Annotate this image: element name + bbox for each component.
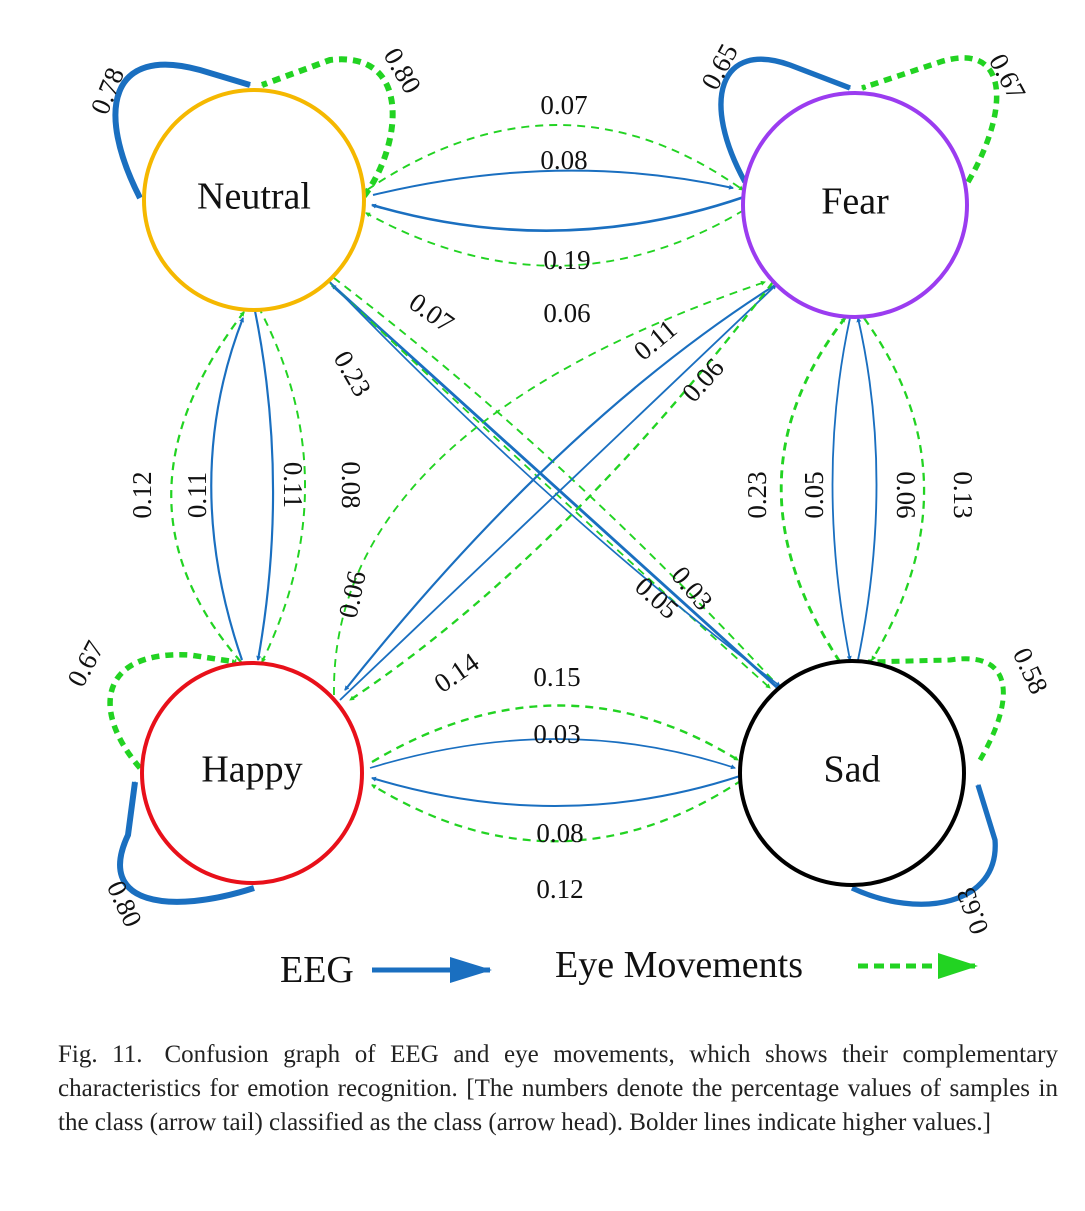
edge-label-eeg-neutral-to-neutral: 0.78 bbox=[85, 63, 131, 118]
edges-layer bbox=[107, 55, 1006, 907]
legend: EEG Eye Movements bbox=[280, 944, 978, 991]
edge-label-eye-fear-to-neutral: 0.06 bbox=[543, 298, 590, 328]
legend-eye-arrowhead bbox=[938, 953, 978, 979]
edge-eye-happy-to-sad bbox=[371, 704, 739, 764]
edge-eye-fear-to-fear bbox=[861, 55, 1000, 184]
edge-label-eeg-fear-to-neutral: 0.19 bbox=[543, 245, 590, 275]
edge-eye-sad-to-neutral bbox=[329, 274, 783, 691]
node-label-neutral: Neutral bbox=[197, 176, 311, 218]
edge-eye-fear-to-sad bbox=[863, 317, 926, 661]
edge-eeg-sad-to-happy bbox=[371, 775, 741, 807]
edge-eye-sad-to-happy bbox=[371, 779, 743, 843]
edge-label-eye-happy-to-neutral: 0.12 bbox=[127, 471, 157, 518]
edge-label-eye-neutral-to-neutral: 0.80 bbox=[378, 43, 428, 99]
edge-eye-fear-to-neutral bbox=[365, 209, 745, 267]
edge-eeg-sad-to-neutral bbox=[331, 283, 781, 692]
node-neutral bbox=[142, 88, 366, 312]
edge-label-eeg-neutral-to-happy: 0.11 bbox=[278, 462, 308, 508]
edge-label-eeg-sad-to-fear: 0.06 bbox=[891, 471, 921, 518]
edge-label-eeg-sad-to-happy: 0.11 bbox=[628, 314, 683, 367]
edge-label-eye-happy-to-happy: 0.67 bbox=[61, 636, 110, 692]
edge-eye-sad-to-happy bbox=[349, 281, 774, 701]
figure-caption: Fig. 11. Confusion graph of EEG and eye m… bbox=[58, 1038, 1058, 1140]
edge-eye-neutral-to-neutral bbox=[260, 56, 396, 198]
edge-eeg-sad-to-sad bbox=[850, 784, 998, 907]
edge-eye-neutral-to-fear bbox=[366, 124, 744, 191]
edge-label-eeg-happy-to-sad: 0.03 bbox=[533, 719, 580, 749]
edge-eeg-fear-to-sad bbox=[831, 317, 852, 661]
edge-eeg-neutral-to-fear bbox=[372, 169, 734, 196]
nodes-layer: Neutral Fear Happy Sad bbox=[140, 88, 969, 887]
edge-label-eye-sad-to-fear: 0.23 bbox=[742, 471, 772, 518]
node-label-sad: Sad bbox=[824, 749, 881, 791]
edge-label-eye-fear-to-sad: 0.13 bbox=[948, 471, 978, 518]
edge-eeg-happy-to-neutral bbox=[210, 317, 245, 661]
edge-eye-happy-to-happy bbox=[107, 652, 237, 770]
edge-eye-happy-to-neutral bbox=[170, 311, 245, 663]
node-happy bbox=[140, 661, 364, 885]
edge-eeg-happy-to-fear bbox=[339, 284, 777, 701]
node-label-happy: Happy bbox=[201, 749, 302, 791]
caption-figure-number: Fig. 11. bbox=[58, 1041, 143, 1068]
edge-eye-sad-to-fear bbox=[779, 317, 847, 663]
edge-label-eye-sad-to-sad: 0.58 bbox=[1007, 643, 1054, 699]
legend-eye-label: Eye Movements bbox=[555, 944, 803, 986]
legend-eeg-label: EEG bbox=[280, 949, 354, 991]
node-sad bbox=[738, 659, 966, 887]
edge-label-eeg-happy-to-fear: 0.06 bbox=[676, 353, 730, 408]
edge-label-eeg-neutral-to-fear: 0.08 bbox=[540, 145, 587, 175]
edge-label-eeg-happy-to-happy: 0.80 bbox=[101, 876, 148, 932]
edge-label-eye-happy-to-fear: 0.06 bbox=[333, 568, 372, 620]
node-fear bbox=[741, 91, 969, 319]
edge-eye-happy-to-fear bbox=[333, 280, 766, 696]
edge-label-eeg-sad-to-sad: 0.63 bbox=[950, 884, 994, 939]
edge-eeg-fear-to-fear bbox=[718, 56, 851, 184]
edge-label-eye-happy-to-sad: 0.15 bbox=[533, 662, 580, 692]
edge-label-eeg-sad-to-happy: 0.08 bbox=[536, 818, 583, 848]
edge-eeg-happy-to-sad bbox=[369, 738, 736, 770]
edge-label-eeg-happy-to-neutral: 0.11 bbox=[182, 472, 212, 518]
edge-label-eye-neutral-to-fear: 0.07 bbox=[540, 90, 587, 120]
edge-eeg-neutral-to-happy bbox=[252, 305, 275, 661]
edge-eye-neutral-to-happy bbox=[257, 305, 306, 663]
edge-eeg-sad-to-happy bbox=[344, 281, 781, 691]
edge-label-eeg-fear-to-sad: 0.05 bbox=[799, 471, 829, 518]
edge-label-eye-sad-to-happy: 0.14 bbox=[428, 647, 484, 699]
edge-eeg-fear-to-neutral bbox=[371, 195, 745, 232]
edge-labels-layer: 0.78 0.80 0.65 0.670.670.800.580.630.070.08… bbox=[61, 39, 1054, 939]
edge-eeg-happy-to-happy bbox=[117, 781, 255, 905]
edge-label-eye-sad-to-happy: 0.12 bbox=[536, 874, 583, 904]
edge-eye-neutral-to-sad bbox=[329, 282, 771, 689]
edge-label-eye-sad-to-neutral: 0.07 bbox=[404, 287, 460, 339]
edge-eye-sad-to-sad bbox=[867, 656, 1006, 762]
legend-eeg-arrowhead bbox=[450, 957, 492, 983]
edge-label-eeg-sad-to-neutral: 0.23 bbox=[328, 346, 378, 402]
edge-eeg-sad-to-fear bbox=[856, 317, 878, 661]
edge-eeg-neutral-to-neutral bbox=[112, 61, 251, 200]
edge-eeg-neutral-to-sad bbox=[327, 279, 781, 687]
node-label-fear: Fear bbox=[821, 181, 889, 223]
edge-label-eye-neutral-to-happy: 0.08 bbox=[336, 461, 366, 508]
caption-text: Confusion graph of EEG and eye movements… bbox=[58, 1041, 1058, 1136]
